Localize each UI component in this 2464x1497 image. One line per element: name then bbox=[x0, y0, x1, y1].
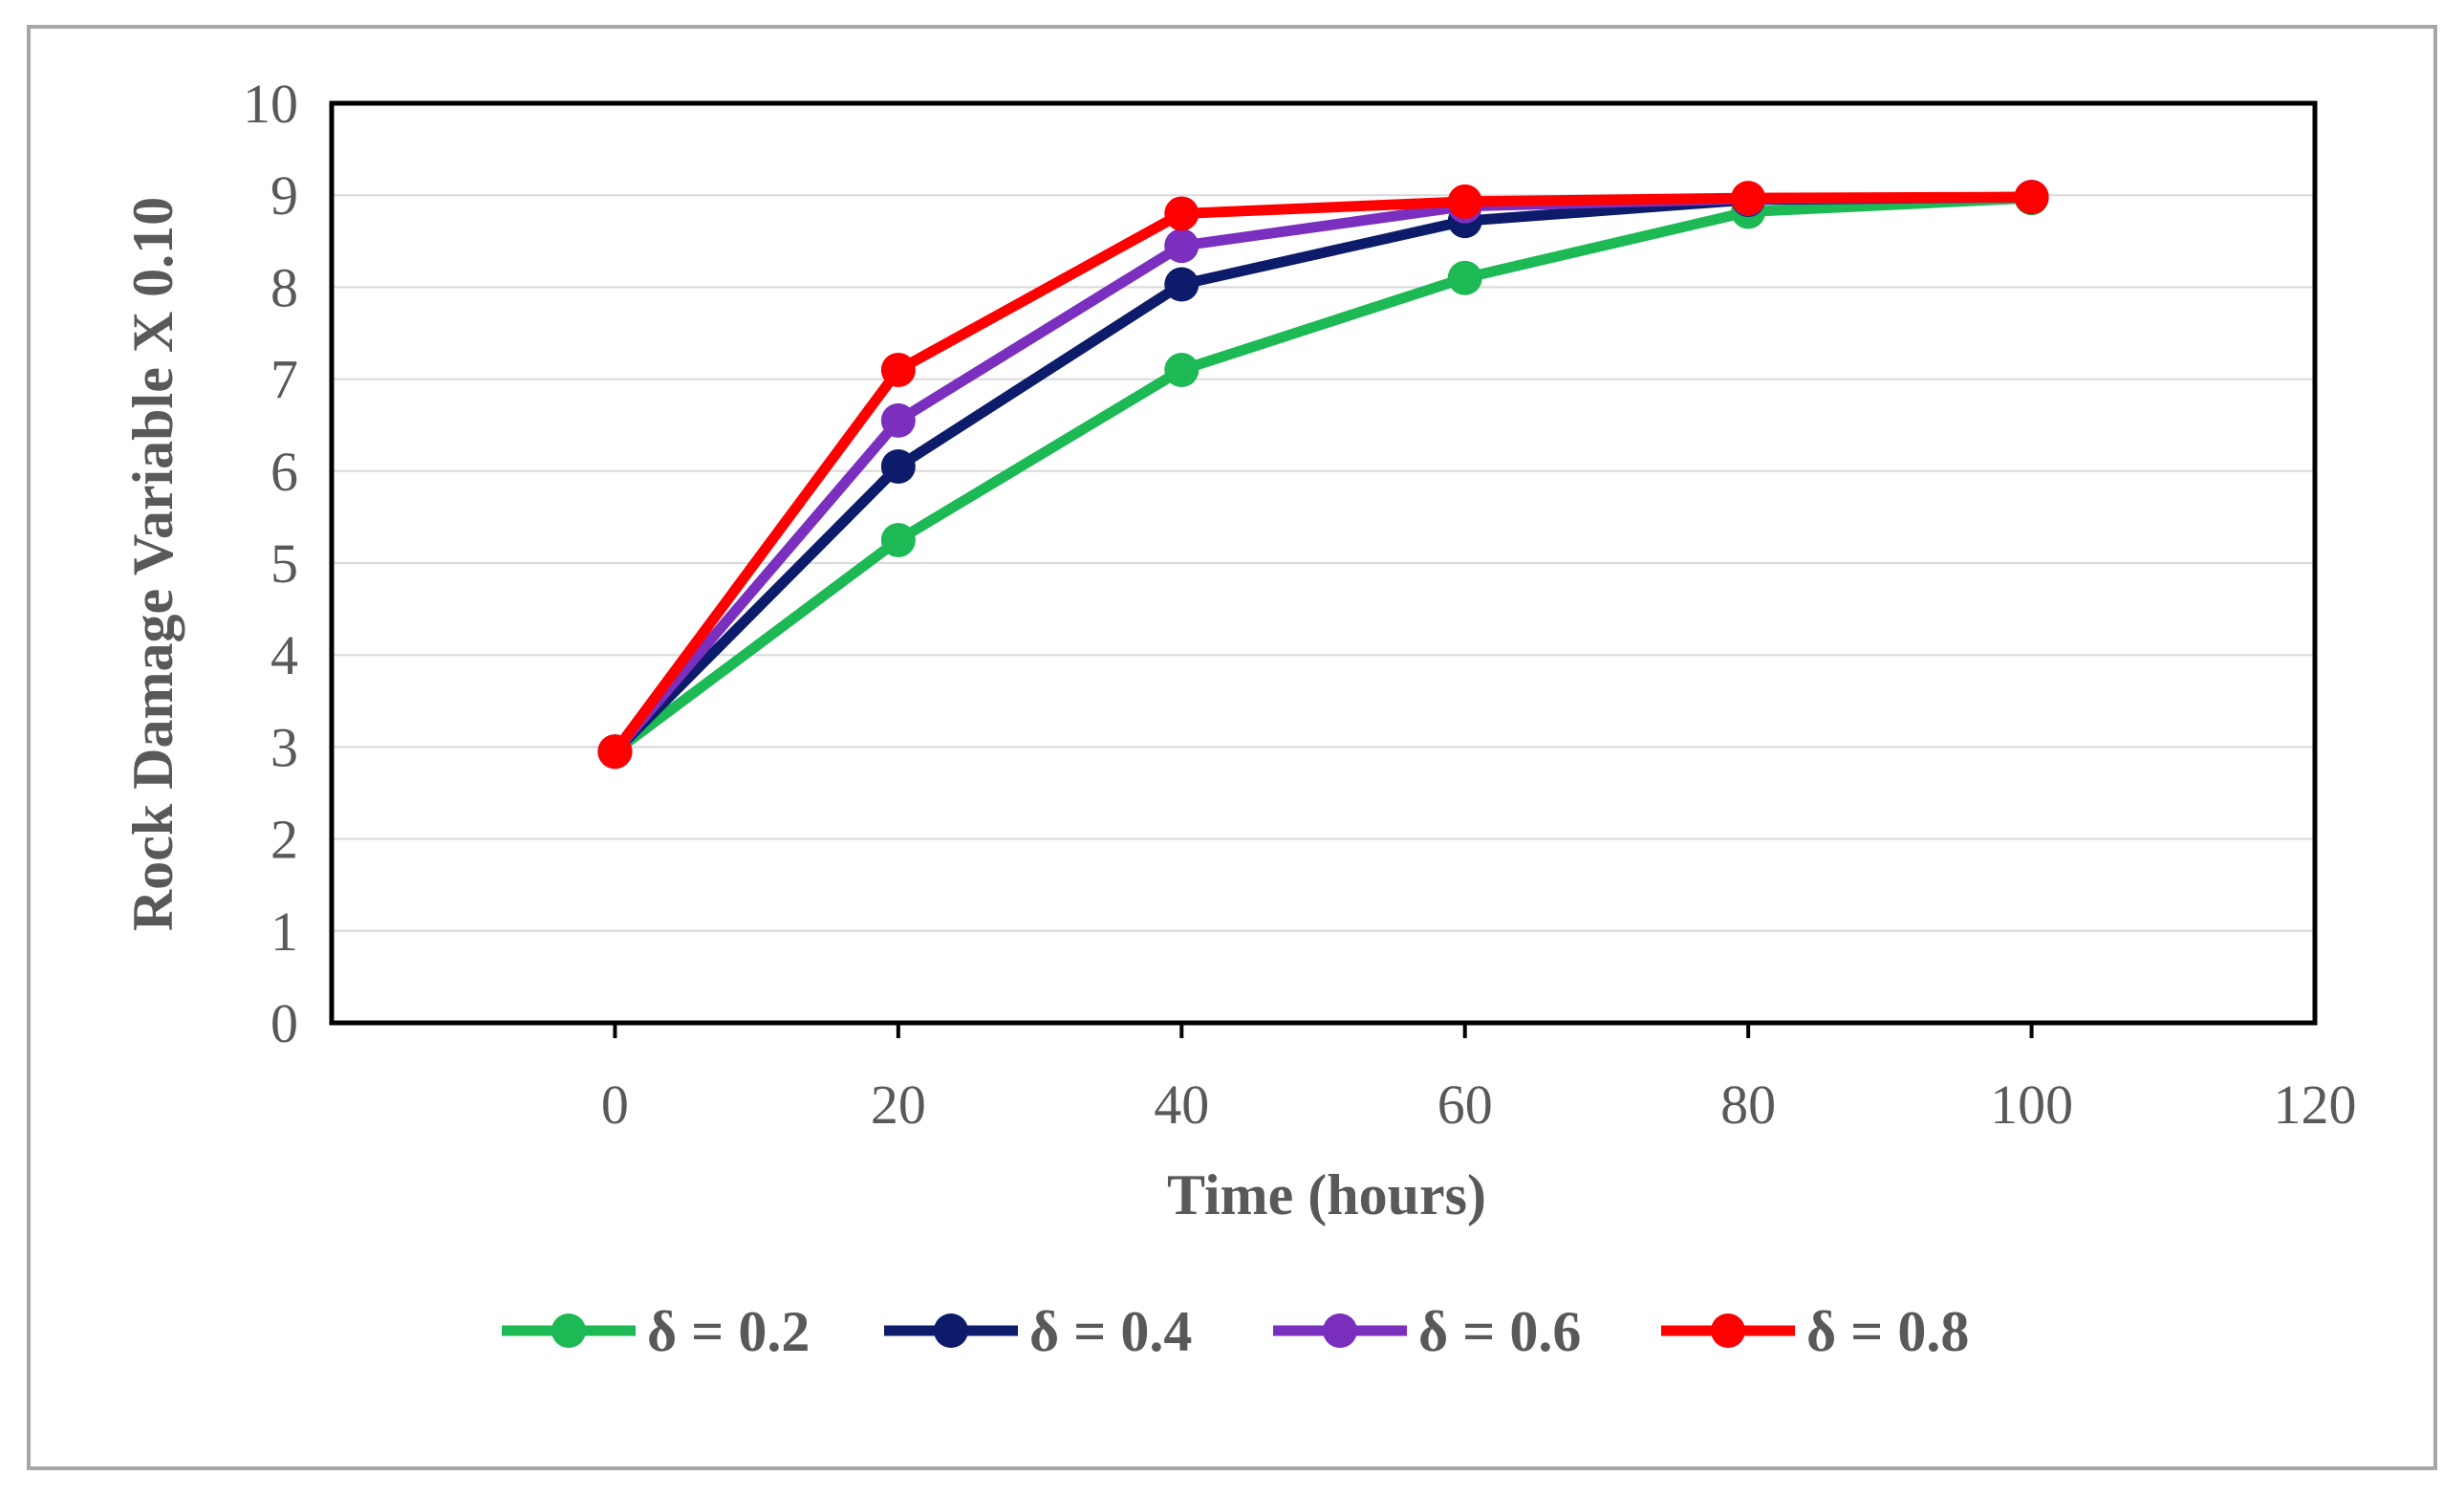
legend-item: δ = 0.2 bbox=[502, 1300, 810, 1363]
x-axis-title: Time (hours) bbox=[1167, 1163, 1486, 1226]
x-tick-label: 0 bbox=[601, 1074, 629, 1136]
y-tick-label: 7 bbox=[270, 349, 298, 411]
x-tick-label: 120 bbox=[2274, 1074, 2357, 1136]
data-point bbox=[1164, 352, 1200, 387]
legend-swatch-marker bbox=[1323, 1313, 1357, 1348]
y-tick-label: 10 bbox=[243, 73, 298, 135]
y-tick-label: 8 bbox=[270, 256, 298, 318]
x-tick-label: 20 bbox=[871, 1074, 926, 1136]
data-point bbox=[1731, 181, 1766, 216]
y-tick-label: 6 bbox=[270, 441, 298, 503]
series-layer bbox=[597, 180, 2049, 770]
series-line bbox=[609, 191, 2038, 757]
x-tick-label: 80 bbox=[1720, 1074, 1776, 1136]
y-tick-label: 1 bbox=[270, 900, 298, 963]
legend-swatch-marker bbox=[551, 1313, 586, 1348]
data-point bbox=[1447, 184, 1482, 219]
y-tick-label: 5 bbox=[270, 532, 298, 595]
legend: δ = 0.2 δ = 0.4 δ = 0.6 δ = 0.8 bbox=[502, 1300, 1969, 1363]
data-point bbox=[597, 734, 633, 770]
data-point bbox=[2014, 180, 2049, 215]
x-tick-label: 60 bbox=[1437, 1074, 1493, 1136]
data-point bbox=[1164, 196, 1200, 231]
data-point bbox=[1164, 228, 1200, 264]
y-tick-label: 4 bbox=[270, 624, 298, 686]
legend-label: δ = 0.4 bbox=[1029, 1300, 1192, 1363]
data-point bbox=[880, 448, 916, 484]
legend-label: δ = 0.2 bbox=[647, 1300, 810, 1363]
x-tick-label: 100 bbox=[1990, 1074, 2073, 1136]
data-point bbox=[1447, 260, 1482, 295]
data-point bbox=[1164, 267, 1200, 302]
data-point bbox=[880, 402, 916, 438]
series-line bbox=[609, 192, 2038, 757]
legend-label: δ = 0.8 bbox=[1806, 1300, 1969, 1363]
legend-item: δ = 0.8 bbox=[1661, 1300, 1969, 1363]
legend-swatch-marker bbox=[1711, 1313, 1745, 1348]
y-tick-label: 2 bbox=[270, 809, 298, 871]
legend-item: δ = 0.4 bbox=[884, 1300, 1192, 1363]
data-point bbox=[880, 352, 916, 387]
y-tick-label: 9 bbox=[270, 164, 298, 227]
legend-swatch-marker bbox=[934, 1313, 968, 1348]
y-axis-title: Rock Damage Variable X 0.10 bbox=[121, 197, 184, 931]
x-axis-ticks: 0 20 40 60 80 100 120 bbox=[601, 1023, 2357, 1136]
x-tick-label: 40 bbox=[1154, 1074, 1209, 1136]
y-tick-label: 0 bbox=[270, 992, 298, 1054]
series-4 bbox=[597, 180, 2049, 770]
legend-label: δ = 0.6 bbox=[1418, 1300, 1581, 1363]
y-axis-ticks: 0 1 2 3 4 5 6 7 8 9 10 bbox=[243, 73, 298, 1054]
y-tick-label: 3 bbox=[270, 716, 298, 778]
plot-area-frame bbox=[329, 100, 2318, 1026]
data-point bbox=[880, 522, 916, 557]
legend-item: δ = 0.6 bbox=[1273, 1300, 1581, 1363]
